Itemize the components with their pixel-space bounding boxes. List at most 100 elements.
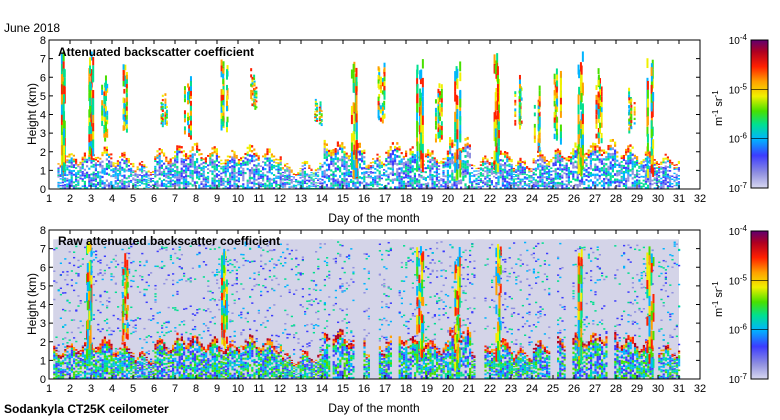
backscatter-cell — [66, 350, 69, 353]
backscatter-cell — [248, 146, 251, 150]
backscatter-cell — [224, 167, 227, 170]
backscatter-cell — [189, 161, 192, 164]
cloud-cell — [316, 102, 319, 105]
cloud-cell — [352, 63, 355, 74]
backscatter-cell — [387, 173, 390, 176]
backscatter-cell — [90, 357, 93, 360]
backscatter-cell — [556, 148, 559, 151]
backscatter-cell — [385, 170, 388, 173]
backscatter-cell — [136, 182, 139, 184]
backscatter-cell — [209, 157, 212, 160]
backscatter-cell — [565, 159, 568, 161]
backscatter-cell — [251, 176, 254, 180]
noise-cell — [66, 274, 69, 276]
backscatter-cell — [75, 352, 78, 355]
cloud-cell — [350, 142, 353, 152]
backscatter-cell — [636, 163, 639, 166]
backscatter-cell — [449, 180, 452, 184]
cloud-cell — [650, 72, 653, 82]
backscatter-cell — [400, 182, 403, 185]
backscatter-cell — [169, 180, 172, 183]
backscatter-cell — [438, 179, 441, 182]
backscatter-cell — [420, 183, 423, 186]
backscatter-cell — [116, 182, 119, 185]
backscatter-cell — [365, 184, 368, 187]
backscatter-cell — [464, 163, 467, 167]
cloud-cell — [600, 117, 603, 123]
backscatter-cell — [631, 158, 634, 161]
backscatter-cell — [457, 179, 460, 183]
backscatter-cell — [301, 162, 304, 164]
backscatter-cell — [284, 181, 287, 184]
backscatter-cell — [224, 170, 227, 173]
backscatter-cell — [314, 186, 317, 188]
backscatter-cell — [119, 167, 122, 169]
backscatter-cell — [537, 165, 540, 168]
cloud-cell — [454, 152, 457, 163]
backscatter-cell — [442, 161, 445, 164]
backscatter-cell — [53, 364, 56, 367]
cloud-cell — [352, 83, 355, 93]
backscatter-cell — [508, 181, 511, 184]
cloud-cell — [652, 167, 655, 177]
backscatter-cell — [435, 183, 438, 186]
backscatter-cell — [328, 154, 331, 157]
backscatter-cell — [655, 176, 658, 179]
backscatter-cell — [427, 175, 430, 178]
backscatter-cell — [301, 171, 304, 174]
backscatter-cell — [103, 146, 106, 150]
backscatter-cell — [442, 170, 445, 172]
cloud-cell — [319, 101, 322, 104]
backscatter-cell — [202, 176, 205, 179]
backscatter-cell — [94, 164, 97, 166]
backscatter-cell — [345, 171, 348, 175]
backscatter-cell — [589, 154, 592, 158]
cloud-cell — [253, 77, 256, 80]
backscatter-cell — [440, 160, 443, 163]
backscatter-cell — [114, 162, 117, 165]
cloud-cell — [355, 104, 358, 114]
backscatter-cell — [191, 155, 194, 159]
backscatter-cell — [169, 158, 172, 161]
backscatter-cell — [545, 177, 548, 180]
cloud-cell — [253, 84, 256, 87]
backscatter-cell — [561, 170, 564, 173]
cloud-cell — [420, 123, 423, 133]
backscatter-cell — [506, 160, 509, 163]
cloud-cell — [123, 102, 126, 108]
backscatter-cell — [237, 185, 240, 188]
backscatter-cell — [559, 161, 562, 164]
backscatter-cell — [528, 180, 531, 182]
cloud-cell — [222, 85, 225, 92]
backscatter-cell — [255, 154, 258, 157]
backscatter-cell — [174, 155, 177, 158]
backscatter-cell — [193, 168, 196, 172]
backscatter-cell — [358, 158, 361, 161]
backscatter-cell — [277, 163, 280, 166]
backscatter-cell — [88, 372, 91, 375]
backscatter-cell — [169, 165, 172, 167]
backscatter-cell — [677, 174, 680, 177]
backscatter-cell — [332, 175, 335, 178]
backscatter-cell — [72, 173, 75, 176]
backscatter-cell — [314, 185, 317, 187]
backscatter-cell — [143, 180, 146, 182]
colorbar-tick-label: 10-6 — [729, 132, 748, 146]
backscatter-cell — [156, 150, 159, 153]
backscatter-cell — [506, 156, 509, 159]
backscatter-cell — [286, 176, 289, 178]
backscatter-cell — [240, 164, 243, 167]
backscatter-cell — [541, 180, 544, 183]
backscatter-cell — [336, 183, 339, 187]
backscatter-cell — [156, 180, 159, 183]
backscatter-cell — [486, 176, 489, 179]
cloud-cell — [377, 114, 380, 119]
backscatter-cell — [565, 173, 568, 175]
backscatter-cell — [647, 184, 650, 187]
backscatter-cell — [90, 355, 93, 358]
backscatter-cell — [636, 181, 639, 184]
backscatter-cell — [387, 156, 390, 159]
backscatter-cell — [176, 178, 179, 182]
backscatter-cell — [545, 182, 548, 185]
backscatter-cell — [499, 150, 502, 153]
